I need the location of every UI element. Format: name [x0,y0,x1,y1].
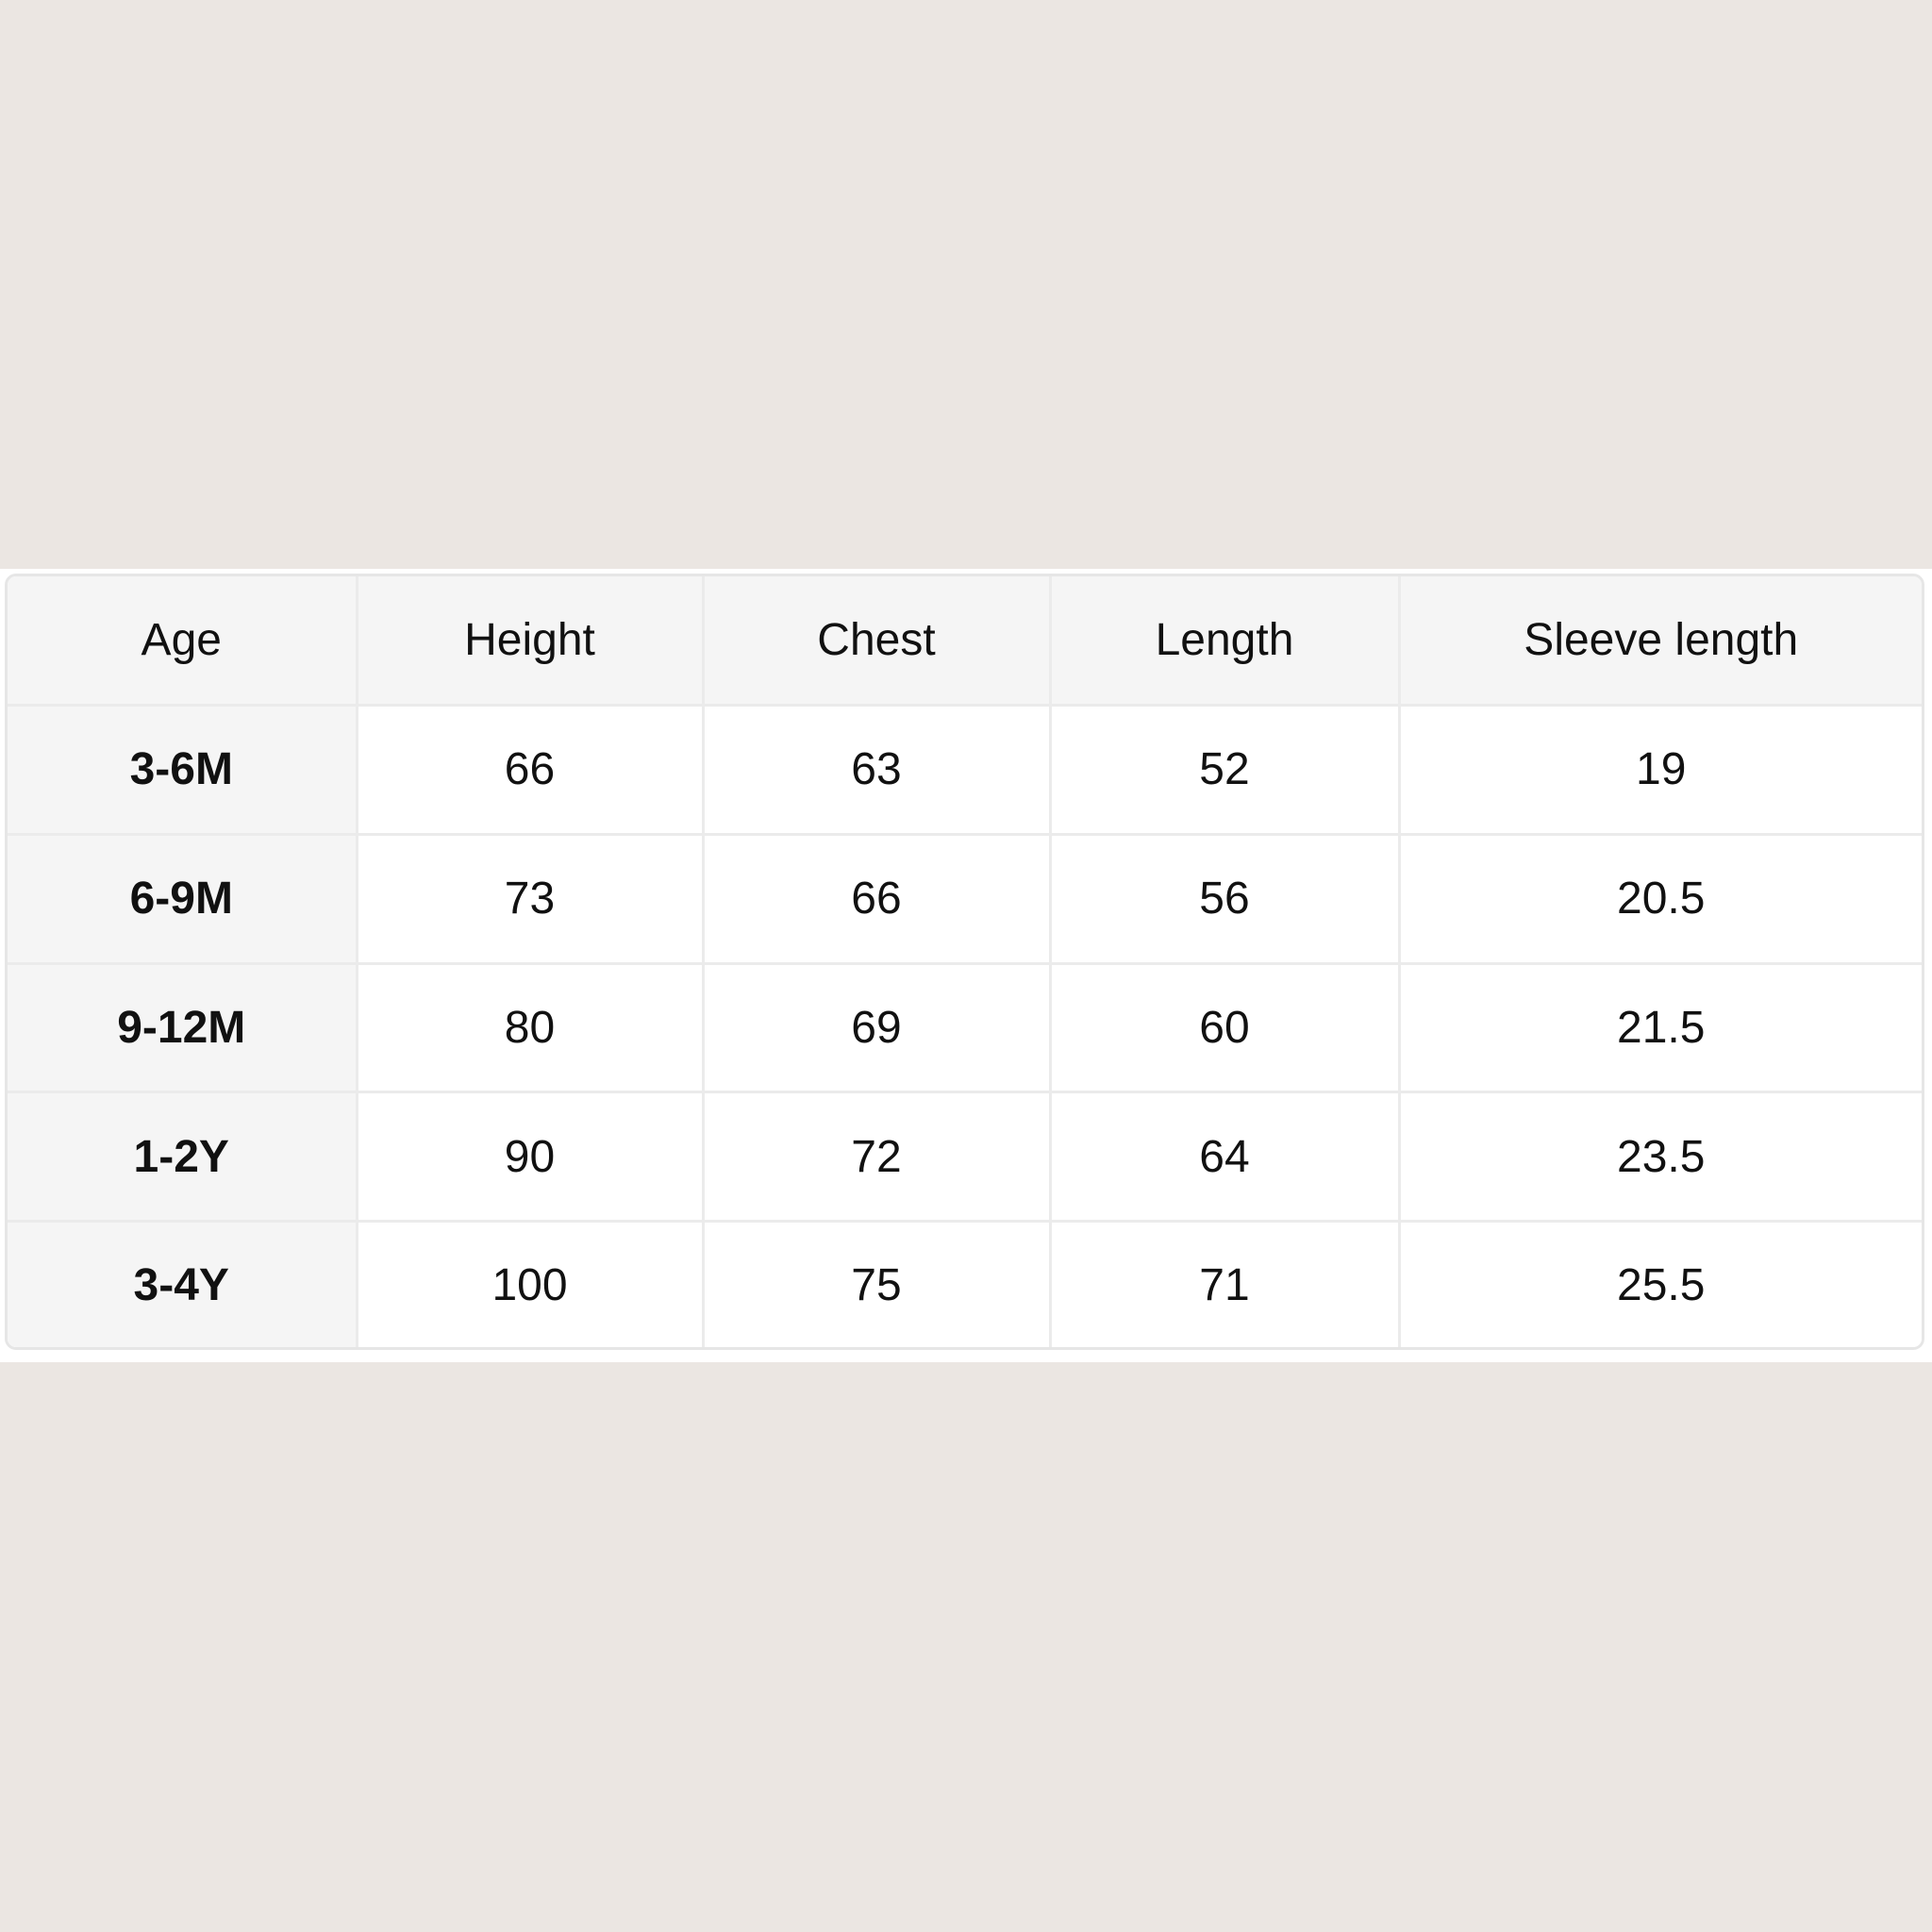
table-row: 6-9M 73 66 56 20.5 [8,832,1922,965]
cell-chest: 75 [701,1220,1052,1347]
header-age: Age [8,576,358,707]
cell-length: 60 [1048,961,1401,1094]
header-length: Length [1048,576,1401,707]
cell-chest: 69 [701,961,1052,1094]
cell-length: 64 [1048,1091,1401,1224]
table-row: 3-4Y 100 75 71 25.5 [8,1220,1922,1347]
header-height: Height [355,576,705,707]
cell-age: 1-2Y [8,1091,358,1224]
table-row: 9-12M 80 69 60 21.5 [8,961,1922,1094]
cell-sleeve-length: 21.5 [1397,961,1922,1094]
cell-height: 73 [355,832,705,965]
cell-chest: 66 [701,832,1052,965]
cell-age: 3-6M [8,704,358,836]
header-chest: Chest [701,576,1052,707]
cell-sleeve-length: 19 [1397,704,1922,836]
size-chart-table: Age Height Chest Length Sleeve length 3-… [5,574,1924,1350]
cell-height: 100 [355,1220,705,1347]
table-row: 3-6M 66 63 52 19 [8,704,1922,836]
cell-sleeve-length: 23.5 [1397,1091,1922,1224]
cell-sleeve-length: 25.5 [1397,1220,1922,1347]
cell-age: 9-12M [8,961,358,1094]
cell-height: 66 [355,704,705,836]
cell-sleeve-length: 20.5 [1397,832,1922,965]
header-row: Age Height Chest Length Sleeve length [8,576,1922,707]
cell-age: 3-4Y [8,1220,358,1347]
cell-height: 80 [355,961,705,1094]
cell-height: 90 [355,1091,705,1224]
cell-length: 52 [1048,704,1401,836]
header-sleeve-length: Sleeve length [1397,576,1922,707]
cell-length: 71 [1048,1220,1401,1347]
cell-chest: 72 [701,1091,1052,1224]
cell-chest: 63 [701,704,1052,836]
cell-length: 56 [1048,832,1401,965]
cell-age: 6-9M [8,832,358,965]
table-row: 1-2Y 90 72 64 23.5 [8,1091,1922,1224]
